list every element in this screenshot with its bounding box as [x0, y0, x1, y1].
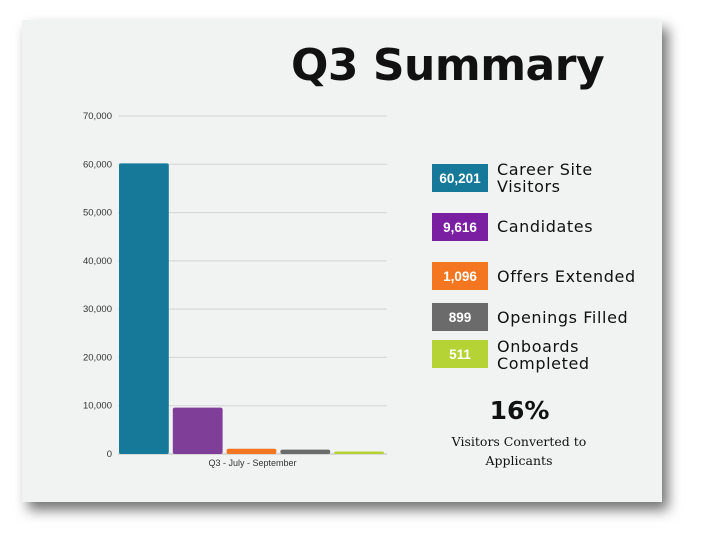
y-axis-ticks: 0 10,000 20,000 30,000 40,000 50,000 60,000 70,… — [83, 111, 112, 460]
x-axis-labels: Q3 - July - September — [208, 458, 296, 468]
legend-label-onboards-completed: Onboards Completed — [497, 337, 590, 373]
legend-badge-openings-filled: 899 — [432, 303, 488, 331]
bars — [119, 163, 384, 455]
legend-badge-onboards-completed: 511 — [432, 340, 488, 368]
bar-0 — [119, 163, 169, 454]
y-tick-label: 40,000 — [83, 256, 112, 267]
y-tick-label: 0 — [107, 449, 112, 460]
legend-badge-career-site-visitors: 60,201 — [432, 164, 488, 192]
bar-2 — [226, 448, 277, 454]
y-tick-label: 10,000 — [83, 401, 112, 412]
legend-label-offers-extended: Offers Extended — [497, 267, 636, 286]
conversion-label: Visitors Converted to Applicants — [451, 434, 587, 468]
x-category-label: Q3 - July - September — [208, 458, 296, 468]
bar-1 — [172, 407, 223, 454]
y-tick-label: 70,000 — [83, 111, 112, 122]
legend-label-career-site-visitors: Career Site Visitors — [497, 160, 593, 196]
conversion-percent: 16% — [489, 396, 550, 425]
legend-badge-offers-extended: 1,096 — [432, 262, 488, 290]
y-tick-label: 50,000 — [83, 208, 112, 219]
legend-label-candidates: Candidates — [497, 217, 594, 236]
y-tick-label: 60,000 — [83, 159, 112, 170]
page-title: Q3 Summary — [291, 40, 605, 91]
legend-badge-candidates: 9,616 — [432, 213, 488, 241]
bar-3 — [280, 449, 331, 454]
legend-label-openings-filled: Openings Filled — [497, 308, 629, 327]
y-tick-label: 20,000 — [83, 352, 112, 363]
y-tick-label: 30,000 — [83, 304, 112, 315]
bar-4 — [334, 451, 384, 455]
